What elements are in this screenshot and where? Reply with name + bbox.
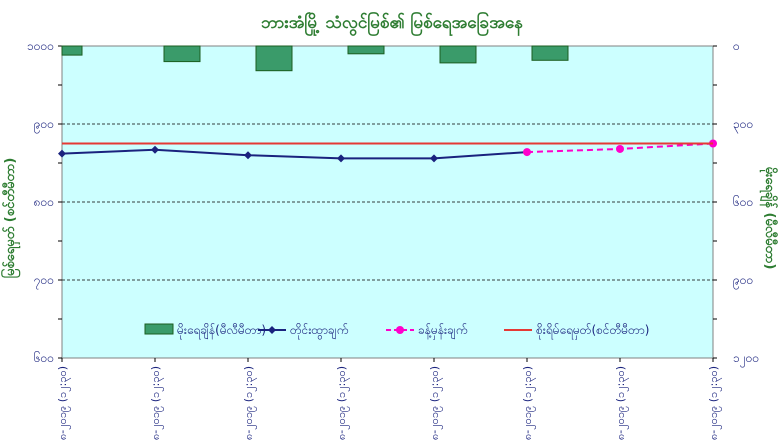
legend-label: ခန့်မှန်းချက် [418,322,467,340]
x-tick-label: ၁၀-၈-၂၀၁၉ (၁၂:၃၀) [56,366,71,440]
observed-line [61,148,528,160]
x-tick-label: ၁၁-၈-၂၀၁၉ (၁၂:၃၀) [149,366,164,440]
x-tick-label: ၁၄-၈-၂၀၁၉ (၁၂:၃၀) [428,366,443,440]
legend-label: စိုးရိမ်ရေမှတ်(စင်တီမီတာ) [536,322,649,340]
y-left-tick-label: ၇၀၀ [34,273,54,290]
legend-marker [268,326,276,334]
y-right-tick-label: ၀ [733,39,740,53]
observed-point [430,154,438,163]
y-right-tick-label: ၁၂၀၀ [733,351,759,368]
forecast-point [523,148,531,157]
rain-bar [347,45,385,55]
rain-bar [163,45,201,63]
y-left-tick-label: ၈၀၀ [34,195,54,209]
legend-marker [396,326,404,334]
y-right-tick-label: ၃၀၀ [733,117,753,134]
x-tick-label: ၁၇-၈-၂၀၁၉ (၁၂:၃၀) [707,366,722,440]
forecast-point [616,144,624,153]
rain-bar [255,45,293,72]
x-tick-label: ၁၂-၈-၂၀၁၉ (၁၂:၃၀) [242,366,257,440]
y-axis-left-title: မြစ်ရေမှတ် (စင်တီမီတာ) [0,158,21,279]
y-right-tick-label: ၉၀၀ [733,273,753,290]
observed-point [58,149,66,158]
rain-bar [531,45,569,61]
observed-point [244,151,252,160]
observed-point [337,154,345,163]
legend-swatch-rain [144,323,174,335]
y-axis-right-title: မိုးရေချိန် (မီလီမီတာ) [759,167,779,270]
rain-bar [439,45,477,64]
y-left-tick-label: ၉၀၀ [34,117,54,134]
y-left-tick-label: ၁၀၀၀ [27,39,54,53]
legend-label: တိုင်းထွာချက် [290,322,348,340]
y-right-tick-label: ၆၀၀ [733,194,753,209]
rain-bar [61,45,83,56]
legend-label: မိုးရေချိန်(မီလီမီတာ) [177,322,266,340]
x-tick-label: ၁၆-၈-၂၀၁၉ (၁၂:၃၀) [614,366,629,440]
x-tick-label: ၁၅-၈-၂၀၁၉ (၁၂:၃၀) [521,366,536,440]
x-tick-label: ၁၃-၈-၂၀၁၉ (၁၂:၃၀) [335,366,350,440]
y-left-tick-label: ၆၀၀ [34,350,54,365]
observed-point [151,145,159,154]
chart-title: ဘားအံမြို့ သံလွင်မြစ်၏ မြစ်ရေအခြေအနေ [260,10,523,37]
